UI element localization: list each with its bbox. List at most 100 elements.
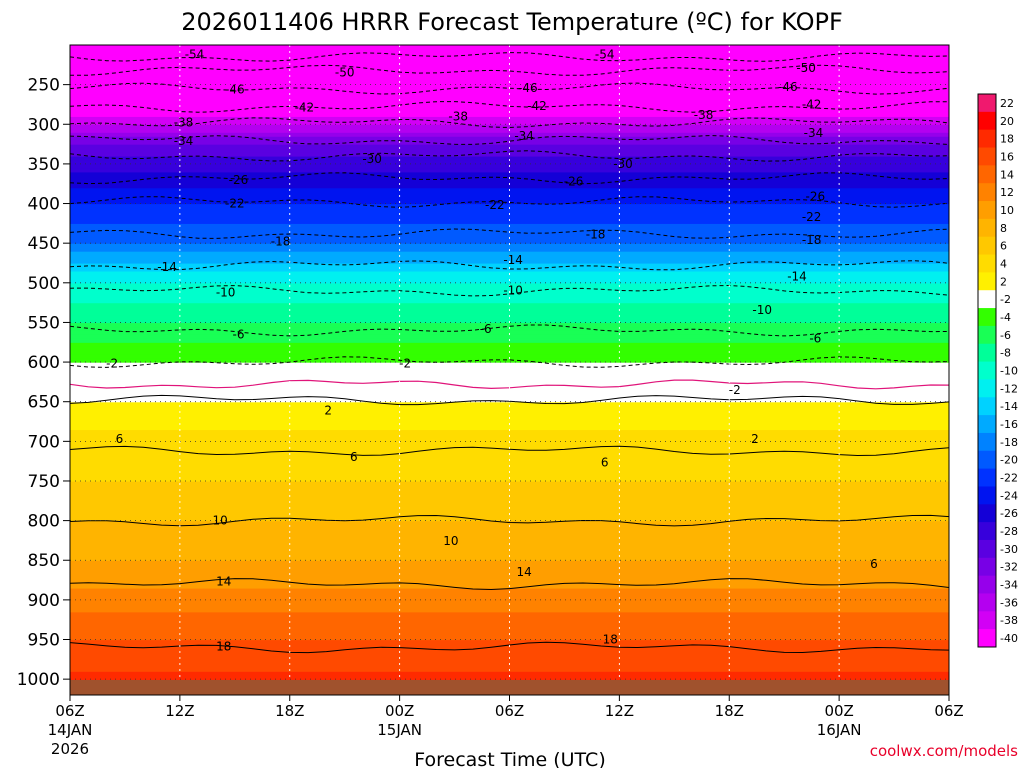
colorbar-swatch xyxy=(978,111,996,131)
temperature-band xyxy=(70,207,949,213)
temperature-band xyxy=(70,96,949,102)
contour-line-14 xyxy=(70,578,949,591)
colorbar-label: 12 xyxy=(1000,186,1014,199)
colorbar-swatch xyxy=(978,254,996,273)
x-tick-label: 00Z xyxy=(385,702,414,720)
temperature-band xyxy=(70,599,949,605)
contour-label: -50 xyxy=(796,61,816,75)
temperature-band xyxy=(70,179,949,185)
temperature-band xyxy=(70,159,949,165)
contour-label: -34 xyxy=(514,129,534,143)
temperature-band xyxy=(70,611,949,617)
colorbar-swatch xyxy=(978,290,996,309)
contour-label: -10 xyxy=(752,303,772,317)
temperature-band xyxy=(70,286,949,292)
colorbar-swatch xyxy=(978,325,996,345)
colorbar-swatch xyxy=(978,272,996,291)
x-tick-label: 18Z xyxy=(715,702,744,720)
temperature-band xyxy=(70,441,949,446)
temperature-band xyxy=(70,675,949,680)
temperature-band xyxy=(70,112,949,117)
colorbar-label: 18 xyxy=(1000,133,1014,146)
colorbar-label: -10 xyxy=(1000,365,1018,378)
contour-label: -6 xyxy=(480,322,492,336)
colorbar-label: 16 xyxy=(1000,150,1014,163)
temperature-band xyxy=(70,393,949,399)
temperature-band xyxy=(70,413,949,419)
temperature-band xyxy=(70,429,949,435)
temperature-band xyxy=(70,358,949,363)
y-tick-label: 850 xyxy=(28,551,60,571)
colorbar-swatch xyxy=(978,415,996,434)
temperature-band xyxy=(70,635,949,641)
temperature-band xyxy=(70,262,949,268)
contour-label: -10 xyxy=(216,285,236,299)
contour-label: 6 xyxy=(116,432,124,446)
temperature-band xyxy=(70,528,949,534)
chart-title: 2026011406 HRRR Forecast Temperature (ºC… xyxy=(181,8,843,36)
colorbar-label: 6 xyxy=(1000,240,1007,253)
contour-label: 10 xyxy=(213,514,228,528)
temperature-band xyxy=(70,603,949,609)
temperature-band xyxy=(70,334,949,339)
colorbar-label: -38 xyxy=(1000,614,1018,627)
colorbar-swatch xyxy=(978,557,996,577)
temperature-band xyxy=(70,346,949,351)
temperature-band xyxy=(70,552,949,557)
temperature-band xyxy=(70,568,949,573)
temperature-band xyxy=(70,389,949,395)
contour-label: -50 xyxy=(335,66,355,80)
temperature-band xyxy=(70,274,949,280)
source-credit-link[interactable]: coolwx.com/models xyxy=(870,742,1018,760)
temperature-band xyxy=(70,191,949,197)
colorbar-swatch xyxy=(978,379,996,398)
contour-line-6 xyxy=(70,445,949,457)
colorbar-label: -24 xyxy=(1000,489,1018,502)
temperature-band xyxy=(70,651,949,656)
colorbar-swatch xyxy=(978,201,996,220)
contour-label: -54 xyxy=(595,48,615,62)
colorbar-label: 8 xyxy=(1000,222,1007,235)
temperature-band xyxy=(70,155,949,161)
contour-label: -2 xyxy=(106,357,118,371)
temperature-band xyxy=(70,342,949,347)
temperature-band xyxy=(70,417,949,423)
temperature-band xyxy=(70,564,949,569)
x-tick-label: 06Z xyxy=(55,702,84,720)
y-tick-label: 300 xyxy=(28,115,60,135)
y-tick-label: 700 xyxy=(28,432,60,452)
colorbar-swatch xyxy=(978,432,996,452)
colorbar-swatch xyxy=(978,575,996,594)
colorbar-swatch xyxy=(978,343,996,363)
temperature-band xyxy=(70,68,949,74)
temperature-band xyxy=(70,45,949,50)
colorbar-swatch xyxy=(978,611,996,630)
temperature-band xyxy=(70,540,949,545)
colorbar-swatch xyxy=(978,218,996,238)
temperature-band xyxy=(70,148,949,153)
colorbar-swatch xyxy=(978,539,996,559)
contour-label: -38 xyxy=(694,108,714,122)
colorbar-swatch xyxy=(978,522,996,541)
temperature-band xyxy=(70,453,949,458)
contour-label: -34 xyxy=(174,134,194,148)
temperature-band xyxy=(70,477,949,482)
colorbar-label: -12 xyxy=(1000,382,1018,395)
contour-label: -26 xyxy=(564,174,584,188)
contour-label: -42 xyxy=(802,97,822,111)
temperature-band xyxy=(70,330,949,335)
temperature-band xyxy=(70,195,949,201)
contour-label: 6 xyxy=(601,456,609,470)
x-tick-date: 14JAN xyxy=(48,721,93,739)
contour-label: -18 xyxy=(271,235,291,249)
temperature-band xyxy=(70,587,949,593)
contour-label: -38 xyxy=(174,116,194,130)
contour-label: -42 xyxy=(295,101,315,115)
temperature-band xyxy=(70,298,949,304)
x-tick-label: 18Z xyxy=(275,702,304,720)
y-tick-label: 400 xyxy=(28,195,60,215)
x-axis-label: Forecast Time (UTC) xyxy=(414,749,605,768)
colorbar-swatch xyxy=(978,361,996,380)
temperature-band xyxy=(70,425,949,431)
contour-label: -18 xyxy=(802,233,822,247)
